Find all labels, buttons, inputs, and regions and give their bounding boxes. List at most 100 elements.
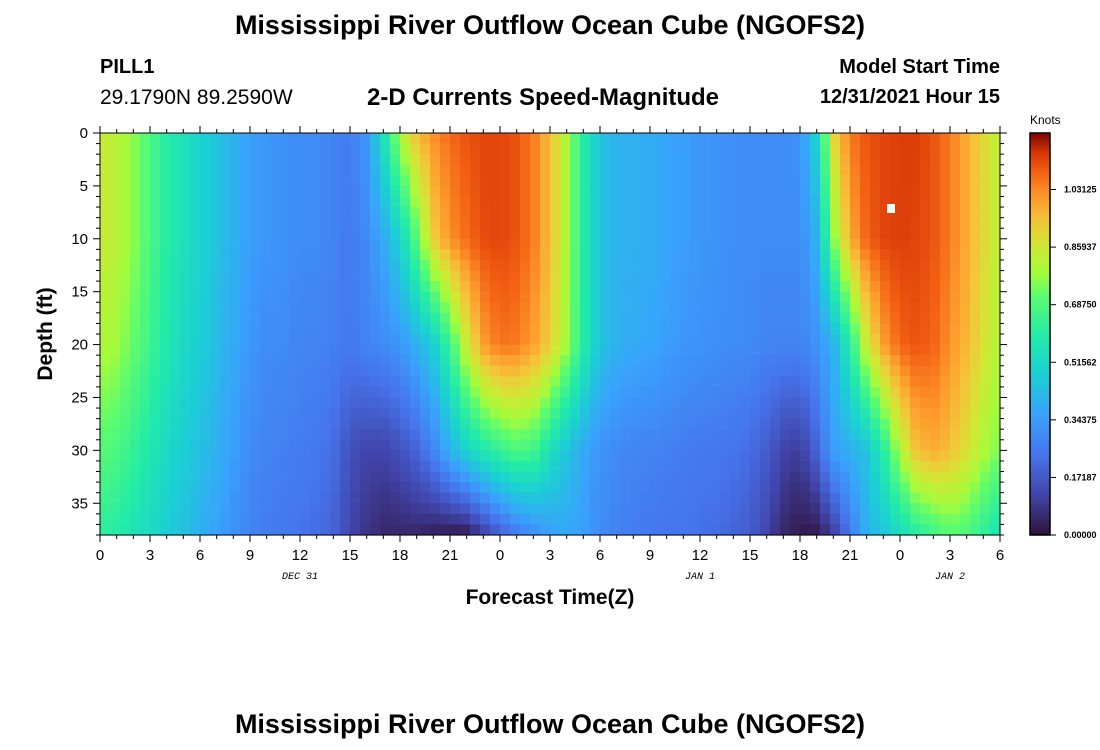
heatmap-cell (800, 429, 811, 441)
heatmap-cell (230, 429, 241, 441)
heatmap-cell (830, 408, 841, 420)
heatmap-cell (130, 460, 141, 473)
heatmap-cell (510, 270, 521, 282)
heatmap-cell (440, 238, 451, 250)
station-marker (887, 204, 895, 213)
heatmap-cell (230, 397, 241, 409)
heatmap-cell (850, 323, 861, 335)
heatmap-cell (470, 418, 481, 430)
heatmap-cell (480, 376, 491, 388)
heatmap-cell (760, 312, 771, 325)
heatmap-cell (420, 503, 431, 515)
heatmap-cell (240, 397, 251, 409)
heatmap-cell (560, 513, 571, 526)
heatmap-cell (710, 217, 721, 229)
heatmap-cell (300, 323, 311, 335)
heatmap-cell (670, 418, 681, 430)
heatmap-cell (340, 492, 351, 504)
heatmap-cell (790, 513, 801, 526)
heatmap-cell (560, 482, 571, 494)
heatmap-cell (900, 249, 911, 261)
heatmap-cell (530, 143, 541, 155)
heatmap-cell (440, 207, 451, 219)
heatmap-cell (690, 196, 701, 208)
heatmap-cell (990, 513, 1001, 526)
heatmap-cell (180, 185, 191, 198)
heatmap-cell (550, 217, 561, 229)
heatmap-cell (960, 291, 971, 303)
heatmap-cell (130, 164, 141, 176)
heatmap-cell (430, 143, 441, 155)
heatmap-cell (290, 513, 301, 526)
heatmap-cell (160, 460, 171, 473)
heatmap-cell (960, 154, 971, 166)
heatmap-cell (810, 281, 821, 293)
heatmap-cell (470, 355, 481, 367)
heatmap-cell (650, 397, 661, 409)
heatmap-cell (740, 492, 751, 504)
heatmap-cell (740, 323, 751, 335)
heatmap-cell (920, 492, 931, 504)
heatmap-cell (230, 185, 241, 198)
heatmap-cell (920, 154, 931, 166)
heatmap-cell (790, 185, 801, 198)
heatmap-cell (520, 143, 531, 155)
heatmap-cell (440, 334, 451, 346)
heatmap-cell (800, 503, 811, 515)
heatmap-cell (530, 175, 541, 187)
heatmap-cell (880, 133, 891, 145)
heatmap-cell (780, 334, 791, 346)
heatmap-cell (620, 503, 631, 515)
heatmap-cell (620, 270, 631, 282)
heatmap-cell (920, 281, 931, 293)
heatmap-cell (480, 196, 491, 208)
heatmap-cell (150, 238, 161, 250)
heatmap-cell (370, 270, 381, 282)
heatmap-cell (780, 492, 791, 504)
heatmap-cell (800, 185, 811, 198)
heatmap-cell (340, 291, 351, 303)
heatmap-cell (270, 408, 281, 420)
heatmap-cell (560, 291, 571, 303)
heatmap-cell (380, 503, 391, 515)
heatmap-cell (590, 492, 601, 504)
heatmap-cell (650, 164, 661, 176)
heatmap-cell (490, 408, 501, 420)
heatmap-cell (100, 376, 111, 388)
heatmap-cell (120, 302, 131, 314)
heatmap-cell (240, 418, 251, 430)
heatmap-cell (200, 524, 211, 536)
heatmap-cell (360, 482, 371, 494)
heatmap-cell (480, 270, 491, 282)
heatmap-cell (100, 429, 111, 441)
heatmap-cell (780, 207, 791, 219)
heatmap-cell (250, 492, 261, 504)
heatmap-cell (710, 450, 721, 462)
heatmap-cell (670, 334, 681, 346)
heatmap-cell (250, 259, 261, 272)
heatmap-cell (180, 175, 191, 187)
heatmap-cell (640, 302, 651, 314)
heatmap-cell (520, 492, 531, 504)
heatmap-cell (420, 312, 431, 325)
heatmap-cell (830, 175, 841, 187)
heatmap-cell (270, 524, 281, 536)
heatmap-cell (940, 429, 951, 441)
heatmap-cell (600, 450, 611, 462)
heatmap-cell (980, 133, 991, 145)
heatmap-cell (220, 482, 231, 494)
heatmap-cell (850, 185, 861, 198)
heatmap-cell (610, 217, 621, 229)
heatmap-cell (610, 238, 621, 250)
heatmap-cell (240, 323, 251, 335)
heatmap-cell (230, 238, 241, 250)
heatmap-cell (460, 355, 471, 367)
heatmap-cell (600, 323, 611, 335)
heatmap-cell (710, 207, 721, 219)
heatmap-cell (260, 397, 271, 409)
heatmap-cell (780, 281, 791, 293)
heatmap-cell (740, 291, 751, 303)
heatmap-cell (110, 281, 121, 293)
heatmap-cell (910, 185, 921, 198)
heatmap-cell (150, 259, 161, 272)
